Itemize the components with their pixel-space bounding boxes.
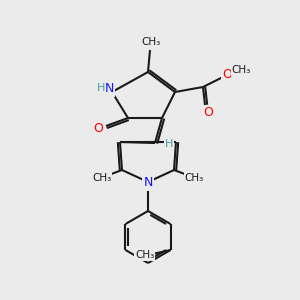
Text: CH₃: CH₃ — [231, 65, 250, 75]
Text: H: H — [165, 139, 173, 149]
Text: O: O — [222, 68, 232, 80]
Text: CH₃: CH₃ — [184, 173, 204, 183]
Text: O: O — [203, 106, 213, 119]
Text: N: N — [143, 176, 153, 190]
Text: CH₃: CH₃ — [92, 173, 112, 183]
Text: CH₃: CH₃ — [141, 37, 160, 47]
Text: O: O — [93, 122, 103, 134]
Text: CH₃: CH₃ — [135, 250, 154, 260]
Text: N: N — [104, 82, 114, 95]
Text: H: H — [97, 83, 105, 93]
